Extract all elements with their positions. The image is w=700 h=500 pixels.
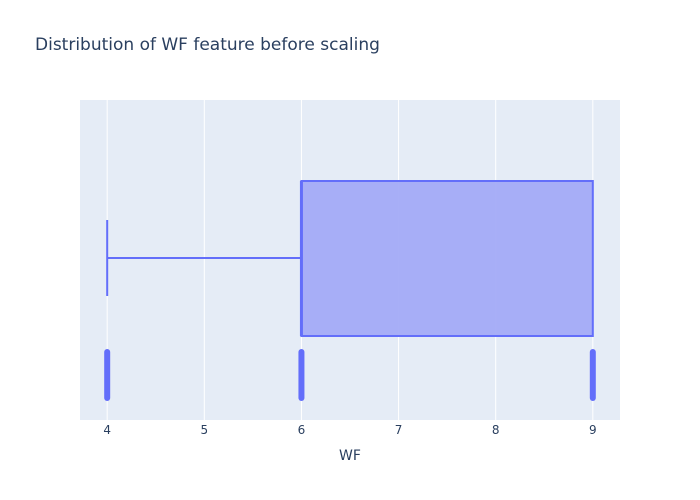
iqr-box <box>300 180 594 337</box>
x-tick-label: 6 <box>298 423 306 437</box>
data-points <box>104 349 596 401</box>
data-point-strip <box>104 349 111 401</box>
x-tick-label: 4 <box>103 423 111 437</box>
x-axis-title: WF <box>339 448 361 464</box>
chart-title: Distribution of WF feature before scalin… <box>35 35 380 55</box>
data-point-strip <box>298 349 305 401</box>
x-tick-label: 8 <box>492 423 500 437</box>
box-trace <box>106 180 594 337</box>
x-tick-label: 9 <box>589 423 597 437</box>
x-tick-label: 5 <box>200 423 208 437</box>
data-point-strip <box>589 349 596 401</box>
x-tick-labels: 4 5 6 7 8 9 <box>103 423 596 437</box>
x-tick-label: 7 <box>395 423 403 437</box>
